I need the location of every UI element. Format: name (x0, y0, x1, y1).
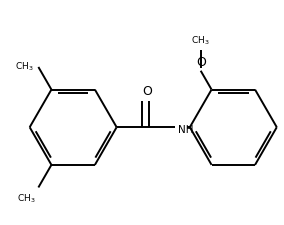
Text: CH$_3$: CH$_3$ (15, 60, 34, 72)
Text: O: O (196, 56, 206, 69)
Text: CH$_3$: CH$_3$ (17, 192, 36, 204)
Text: CH$_3$: CH$_3$ (191, 34, 210, 47)
Text: O: O (142, 84, 152, 97)
Text: NH: NH (178, 124, 193, 134)
